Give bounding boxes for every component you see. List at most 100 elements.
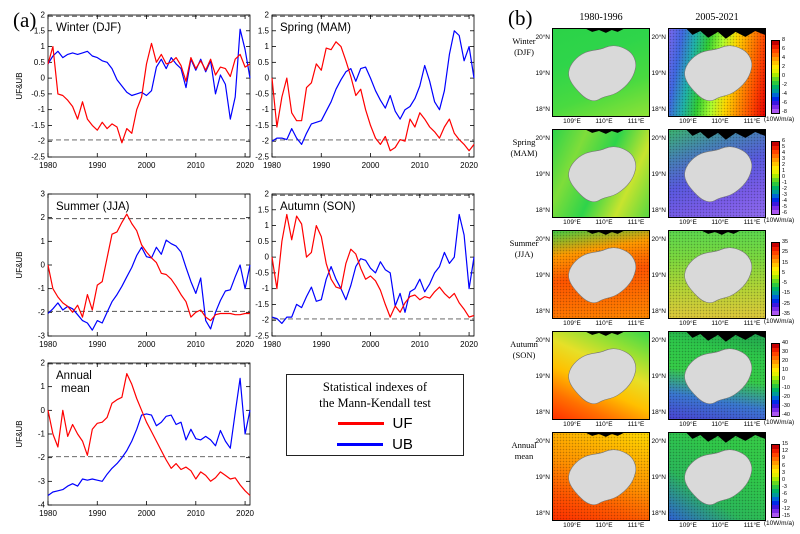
- map-x-tick-label: 111°E: [627, 522, 645, 529]
- x-tick-label: 2000: [362, 161, 380, 170]
- y-tick-label: 1: [265, 42, 270, 51]
- colorbar-tick-label: 10: [782, 367, 789, 373]
- map-y-tick-label: 20°N: [651, 236, 666, 243]
- y-axis-label: UF&UB: [15, 251, 24, 278]
- map-y-tick-label: 20°N: [535, 135, 550, 142]
- colorbar-segment: [772, 259, 779, 263]
- colorbar-segment: [772, 497, 779, 501]
- colorbar-tick-label: -3: [782, 192, 787, 198]
- colorbar-segment: [772, 344, 779, 348]
- map-x-tick-label: 111°E: [627, 118, 645, 125]
- map-y-tick-label: 19°N: [535, 474, 550, 481]
- row-label-4: Annual mean: [511, 440, 537, 462]
- map-svg: [568, 332, 637, 404]
- map-x-tick-label: 109°E: [679, 219, 697, 226]
- y-tick-label: -1: [262, 105, 270, 114]
- y-tick-label: -1.5: [31, 121, 45, 130]
- colorbar-segment: [772, 283, 779, 287]
- y-tick-label: 1: [265, 221, 270, 230]
- x-tick-label: 1980: [39, 340, 57, 349]
- map-3-1980-1996: [552, 331, 650, 420]
- y-tick-label: -2.5: [255, 153, 269, 162]
- colorbar-segment: [772, 303, 779, 307]
- row-label-1: Spring (MAM): [510, 137, 538, 159]
- plot-border: [271, 14, 475, 158]
- y-tick-label: 1.5: [258, 26, 270, 35]
- colorbar-segment: [772, 206, 779, 210]
- colorbar-segment: [772, 275, 779, 279]
- colorbar-segment: [772, 194, 779, 198]
- colorbar-tick-label: 40: [782, 340, 789, 346]
- colorbar-3: [771, 343, 780, 417]
- mann-kendall-legend: Statistical indexes of the Mann-Kendall …: [286, 374, 464, 456]
- map-y-tick-label: 18°N: [651, 106, 666, 113]
- chart-annual: 2 1 0 -1 -2 -3 -4 1980 1990 2000 2010 2020 Annual mea…: [14, 357, 255, 534]
- colorbar-tick-label: 8: [782, 37, 786, 43]
- map-y-tick-label: 19°N: [535, 373, 550, 380]
- colorbar-segment: [772, 85, 779, 89]
- colorbar-unit-label: (10W/m/a): [763, 318, 795, 325]
- y-tick-label: -1: [262, 284, 270, 293]
- y-tick-label: -0.5: [255, 268, 269, 277]
- colorbar-segment: [772, 190, 779, 194]
- colorbar-segment: [772, 198, 779, 202]
- colorbar-tick-label: 5: [782, 269, 786, 276]
- map-x-tick-label: 109°E: [563, 219, 581, 226]
- colorbar-segment: [772, 477, 779, 481]
- map-x-tick-label: 111°E: [743, 522, 761, 529]
- colorbar-4: [771, 444, 780, 518]
- map-y-tick-label: 18°N: [535, 409, 550, 416]
- y-tick-label: 1.5: [34, 26, 46, 35]
- colorbar-segment: [772, 295, 779, 299]
- map-y-tick-label: 20°N: [651, 337, 666, 344]
- legend-title-line2: the Mann-Kendall test: [319, 395, 431, 410]
- x-tick-label: 2010: [411, 340, 429, 349]
- colorbar-segment: [772, 404, 779, 408]
- chart-winter: 2 1.5 1 0.5 0 -0.5 -1 -1.5 -2 -2.5 1980 1990 2000 201…: [14, 9, 255, 186]
- colorbar-tick-label: 3: [782, 156, 786, 162]
- colorbar-tick-label: 6: [782, 46, 786, 52]
- colorbar-tick-label: -2: [782, 186, 787, 192]
- colorbar-segment: [772, 384, 779, 388]
- colorbar-segment: [772, 368, 779, 372]
- legend-entry-uf: UF: [287, 415, 463, 432]
- x-tick-label: 2000: [138, 340, 156, 349]
- map-0-1980-1996: [552, 28, 650, 117]
- colorbar-segment: [772, 263, 779, 267]
- y-tick-label: 1.5: [258, 205, 270, 214]
- colorbar-segment: [772, 77, 779, 81]
- y-axis-label: UF&UB: [15, 420, 24, 447]
- y-tick-label: -4: [38, 501, 46, 510]
- colorbar-segment: [772, 53, 779, 57]
- colorbar-segment: [772, 182, 779, 186]
- map-svg: [684, 433, 765, 505]
- panel-a-label: (a): [13, 8, 37, 32]
- map-x-tick-label: 109°E: [679, 522, 697, 529]
- colorbar-tick-label: 1: [782, 168, 786, 174]
- ub-line: [271, 213, 475, 324]
- map-x-tick-label: 111°E: [627, 421, 645, 428]
- map-4-2005-2021: [668, 432, 766, 521]
- map-x-tick-label: 110°E: [711, 219, 729, 226]
- colorbar-segment: [772, 307, 779, 311]
- colorbar-segment: [772, 109, 779, 113]
- map-y-tick-label: 20°N: [535, 438, 550, 445]
- map-y-tick-label: 18°N: [651, 207, 666, 214]
- x-tick-label: 1980: [263, 340, 281, 349]
- colorbar-segment: [772, 509, 779, 513]
- map-y-tick-label: 19°N: [535, 171, 550, 178]
- colorbar-tick-label: -1: [782, 180, 787, 186]
- mainland-coast: [686, 29, 765, 39]
- y-tick-label: -2: [38, 453, 46, 462]
- colorbar-tick-label: -4: [782, 198, 787, 204]
- colorbar-tick-label: -6: [782, 210, 787, 216]
- colorbar-segment: [772, 449, 779, 453]
- mainland-coast: [686, 332, 765, 342]
- uf-line: [47, 42, 251, 144]
- colorbar-tick-label: -9: [782, 498, 787, 505]
- map-x-tick-label: 109°E: [563, 421, 581, 428]
- colorbar-segment: [772, 392, 779, 396]
- y-tick-label: 2: [41, 359, 46, 368]
- uf-label: UF: [392, 415, 413, 433]
- y-tick-label: 0.5: [258, 237, 270, 246]
